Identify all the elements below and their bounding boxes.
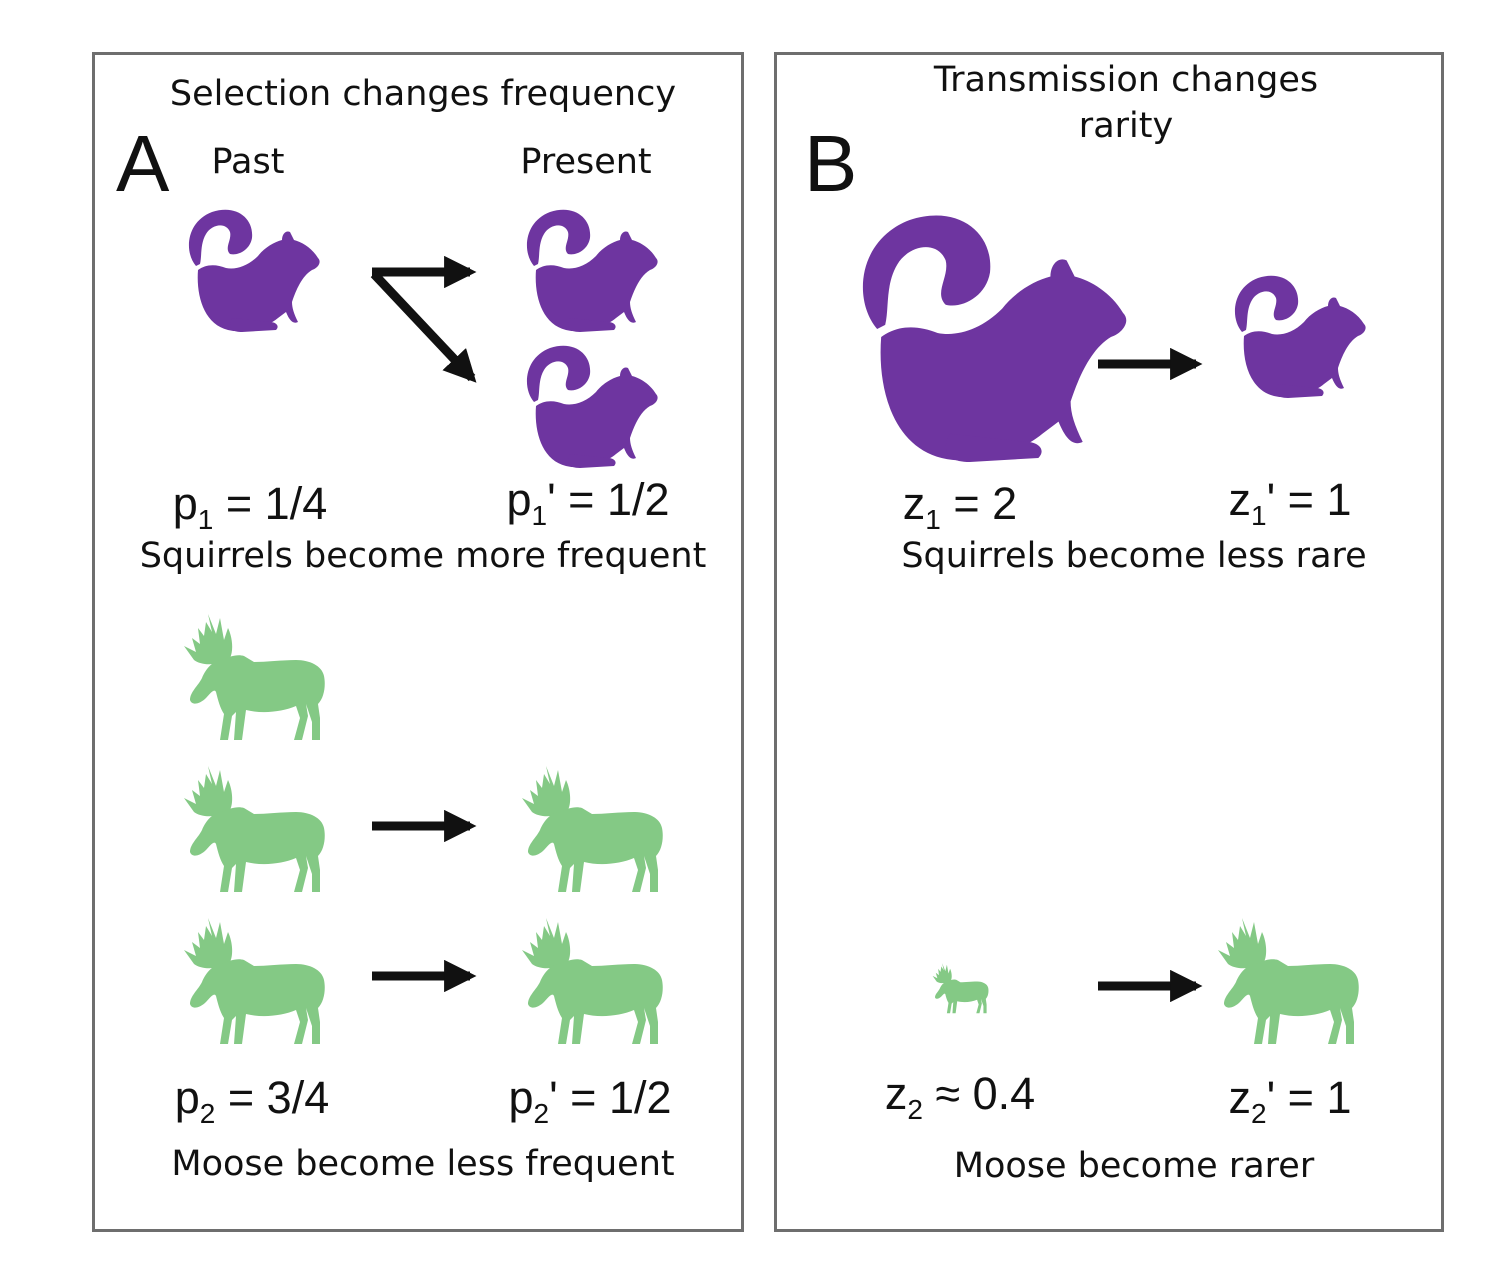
panel-a [92,52,744,1232]
z2-past-label: z2 ≈ 0.4 [884,1068,1036,1125]
p2-past-label: p2 = 3/4 [174,1072,330,1129]
moose-caption-a: Moose become less frequent [171,1144,675,1184]
panel-b-letter: B [804,119,858,208]
column-label-past: Past [211,142,285,182]
p1-present-label: p1' = 1/2 [506,474,670,531]
moose-icon [1212,910,1362,1046]
z1-present-label: z1' = 1 [1228,474,1352,531]
z1-past-label: z1 = 2 [902,478,1018,535]
squirrel-caption-b: Squirrels become less rare [901,536,1367,576]
panel-b [774,52,1444,1232]
panel-a-letter: A [116,119,170,208]
p2-present-label: p2' = 1/2 [508,1072,672,1129]
panel-b-title-line2: rarity [1078,106,1174,146]
column-label-present: Present [520,142,652,182]
z2-present-label: z2' = 1 [1228,1072,1352,1129]
moose-icon [930,960,990,1014]
panel-a-title: Selection changes frequency [169,74,677,114]
p1-past-label: p1 = 1/4 [172,478,328,535]
moose-caption-b: Moose become rarer [953,1146,1315,1186]
panel-b-title-line1: Transmission changes [933,60,1319,100]
squirrel-caption-a: Squirrels become more frequent [139,536,707,576]
